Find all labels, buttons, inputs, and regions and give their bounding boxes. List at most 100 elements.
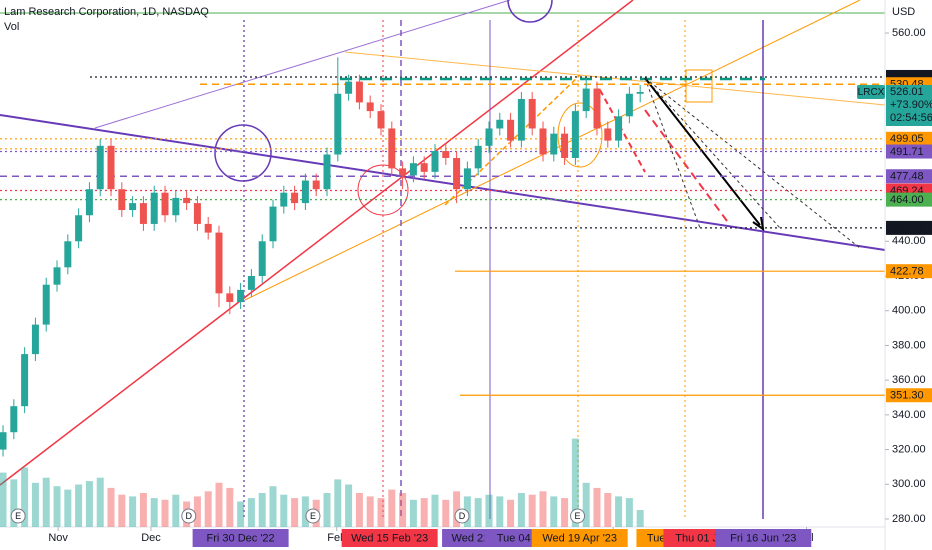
date-marker-label: Wed 15 Feb '23 <box>351 532 428 544</box>
volume-bar <box>507 499 515 527</box>
y-tick-label: 320.00 <box>892 443 926 455</box>
volume-bar <box>215 482 223 527</box>
arrow-head <box>752 216 765 232</box>
date-marker-box <box>715 529 812 547</box>
candle-body <box>226 293 234 303</box>
volume-bar <box>226 487 234 527</box>
candle-body <box>604 128 612 141</box>
date-marker-box <box>192 529 289 547</box>
x-tick-label: Feb <box>327 532 346 544</box>
chart-title: Lam Research Corporation, 1D, NASDAQ <box>4 6 209 18</box>
candle-body <box>561 133 569 158</box>
event-icon <box>454 508 470 524</box>
orange-upper <box>344 51 886 106</box>
volume-bar <box>604 493 612 527</box>
price-label: 477.48 <box>890 171 924 183</box>
candle-body <box>258 241 266 276</box>
candle-body <box>183 197 191 204</box>
candle-body <box>593 88 601 129</box>
candle-body <box>388 128 396 169</box>
red-arrow <box>599 89 646 173</box>
candle-body <box>625 93 633 117</box>
candle-body <box>453 157 461 190</box>
volume-bar <box>64 489 72 527</box>
volume-bar <box>139 493 147 527</box>
volume-bar <box>636 510 644 527</box>
volume-bar <box>420 498 428 527</box>
volume-bar <box>204 491 212 527</box>
volume-bar <box>280 494 288 527</box>
y-tick-label: 440.00 <box>892 235 926 247</box>
candle-body <box>139 203 147 224</box>
volume-bar <box>269 486 277 527</box>
last-price-box <box>886 84 932 126</box>
last-change: +73.90% <box>890 99 932 111</box>
candle-body <box>53 267 61 285</box>
volume-bar <box>345 484 353 527</box>
volume-bar <box>31 482 39 527</box>
candle-body <box>496 119 504 129</box>
red-arrow <box>644 109 731 226</box>
volume-bar <box>150 498 158 527</box>
candle-body <box>420 163 428 172</box>
volume-bar <box>409 499 417 527</box>
volume-bar <box>129 496 137 527</box>
candle-body <box>636 91 644 94</box>
candle-body <box>323 154 331 190</box>
volume-bar <box>0 472 7 527</box>
orange-dashed <box>444 74 581 206</box>
candle-body <box>301 180 309 204</box>
event-label: D <box>186 511 193 521</box>
x-tick-label: Dec <box>141 532 161 544</box>
candle-body <box>431 151 439 172</box>
fan <box>644 77 701 229</box>
candle-body <box>485 128 493 146</box>
candle-body <box>75 215 83 242</box>
volume-bar <box>172 494 180 527</box>
candle-body <box>118 189 126 211</box>
candle-body <box>463 168 471 190</box>
price-label-box <box>886 192 932 207</box>
currency: USD <box>892 6 915 18</box>
volume-bar <box>485 494 493 527</box>
candle-body <box>31 324 39 355</box>
volume-bar <box>237 501 245 527</box>
candle-body <box>615 116 623 141</box>
volume-bar <box>118 494 126 527</box>
circle <box>214 124 272 182</box>
candle-body <box>85 189 93 216</box>
candle-body <box>442 151 450 158</box>
y-tick-label: 300.00 <box>892 478 926 490</box>
volume-bar <box>85 481 93 527</box>
volume-bar <box>355 493 363 527</box>
date-marker-box <box>531 529 628 547</box>
symbol: LRCX <box>858 87 885 98</box>
candle-body <box>539 128 547 155</box>
price-label: 351.30 <box>890 390 924 402</box>
volume-bar <box>571 438 579 527</box>
candle-body <box>172 197 180 216</box>
y-tick-label: 340.00 <box>892 409 926 421</box>
candle-body <box>204 223 212 233</box>
volume-bar <box>442 499 450 527</box>
candle-body <box>247 276 255 290</box>
volume-bar <box>431 494 439 527</box>
orange-arc <box>557 102 603 168</box>
last-countdown: 02:54:56 <box>890 112 932 124</box>
volume-bar <box>625 498 633 527</box>
event-icon <box>181 508 197 524</box>
circle <box>357 164 409 216</box>
volume-bar <box>593 487 601 527</box>
price-label-box <box>886 220 932 235</box>
candle-body <box>582 88 590 112</box>
last-price: 526.01 <box>890 86 924 98</box>
volume-bar <box>399 493 407 527</box>
date-marker-label: Wed 19 Apr '23 <box>542 532 617 544</box>
volume-bar <box>96 477 104 527</box>
candle-body <box>280 192 288 207</box>
purple-trendline <box>0 114 886 251</box>
purple-fan <box>94 0 511 129</box>
volume-bar <box>582 482 590 527</box>
volume-bar <box>107 487 115 527</box>
